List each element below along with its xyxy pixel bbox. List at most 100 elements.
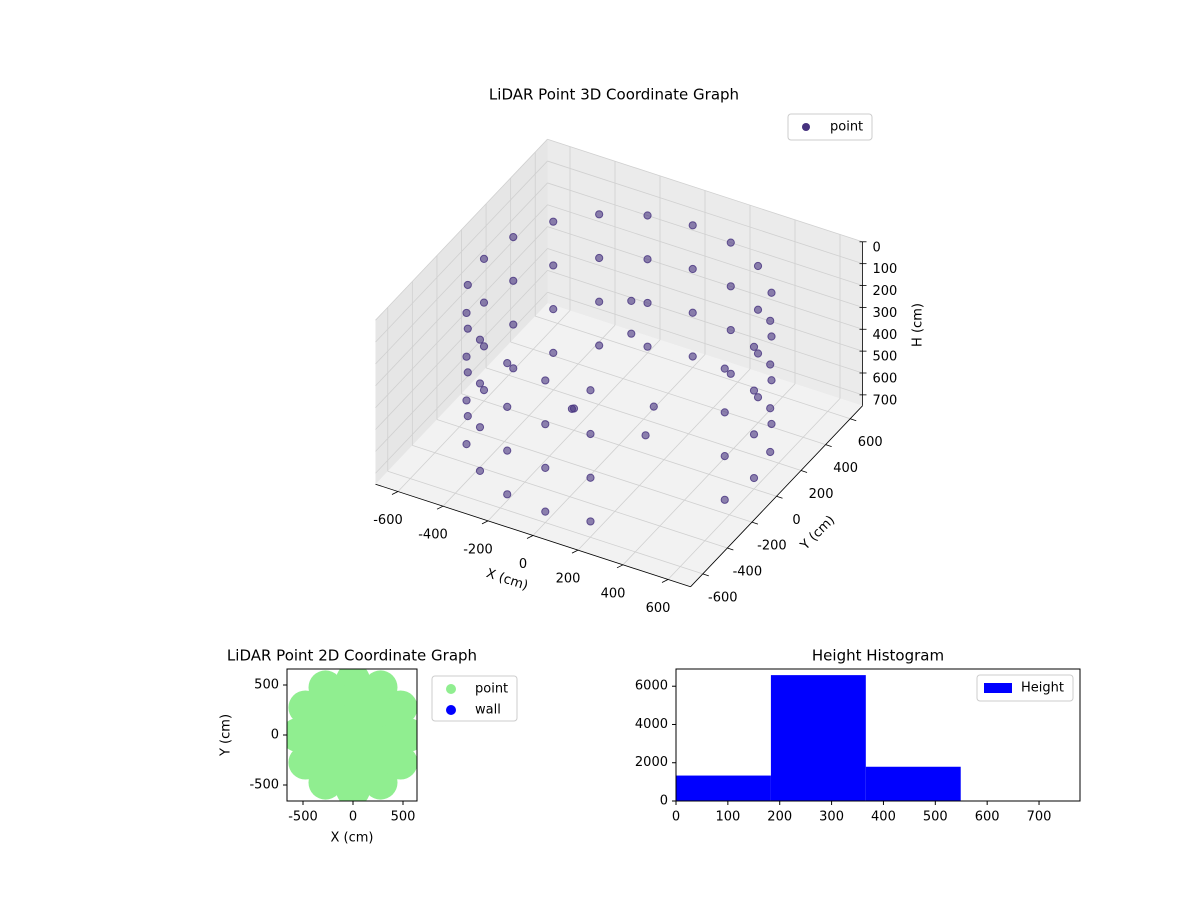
- point: [463, 280, 472, 290]
- point: [549, 217, 558, 226]
- legend-marker: [446, 705, 456, 715]
- point: [749, 430, 759, 439]
- y-tick-label: -500: [249, 778, 279, 793]
- point: [475, 466, 485, 476]
- point: [643, 255, 652, 264]
- point: [688, 264, 697, 274]
- point: [720, 408, 729, 417]
- chart-title: Height Histogram: [812, 647, 944, 665]
- axes-frame: [675, 668, 1081, 802]
- point: [509, 276, 518, 285]
- z-tick-label: 100: [873, 262, 898, 277]
- grid-line: [535, 315, 851, 420]
- grid-line: [547, 226, 863, 330]
- legend-marker: [802, 123, 810, 131]
- legend-box: [787, 113, 873, 141]
- x-tick-label: 100: [715, 810, 740, 825]
- tick-mark: [571, 549, 579, 554]
- point: [766, 360, 775, 369]
- point: [753, 349, 763, 358]
- point: [503, 446, 512, 455]
- point: [649, 402, 658, 411]
- legend-label: point: [475, 682, 508, 697]
- y-tick-label: 2000: [635, 755, 668, 770]
- grid-line: [436, 419, 753, 523]
- y-tick-label: 500: [254, 678, 279, 693]
- point: [766, 404, 775, 413]
- tick-mark: [850, 418, 857, 422]
- grid-line: [375, 182, 548, 365]
- x-tick-label: 400: [601, 586, 626, 601]
- point: [541, 376, 550, 385]
- z-tick-label: 0: [873, 240, 881, 255]
- x-tick-label: 0: [672, 810, 680, 825]
- point: [549, 305, 558, 314]
- z-tick-label: 500: [873, 350, 898, 365]
- point: [549, 261, 558, 270]
- grid-line: [461, 393, 777, 497]
- legend-box: [431, 675, 518, 722]
- point: [641, 431, 650, 440]
- point: [726, 369, 735, 378]
- x-tick-label: 200: [556, 572, 581, 587]
- point: [720, 364, 729, 373]
- grid-line: [375, 160, 548, 343]
- y-tick-label: 600: [858, 435, 883, 450]
- x-axis-line: [375, 483, 691, 588]
- y-tick-label: -400: [733, 565, 763, 580]
- point: [475, 423, 485, 432]
- grid-line: [547, 204, 863, 308]
- point: [549, 348, 558, 357]
- grid-line: [375, 248, 548, 430]
- point: [463, 412, 472, 421]
- grid-line: [375, 291, 548, 474]
- x-axis-label: X (cm): [331, 831, 374, 846]
- legend-box: [976, 674, 1074, 702]
- grid-line: [547, 182, 863, 286]
- x-tick-label: 600: [646, 601, 671, 616]
- x-tick-label: -200: [463, 542, 493, 557]
- tick-mark: [481, 520, 489, 525]
- grid-line: [485, 367, 802, 471]
- point: [509, 364, 518, 373]
- point: [767, 288, 776, 297]
- point: [463, 324, 472, 333]
- y-axis-label: Y (cm): [797, 513, 838, 554]
- bar: [770, 675, 866, 801]
- y-tick-label: 6000: [635, 679, 668, 694]
- x-tick-label: 400: [871, 810, 896, 825]
- point: [643, 342, 652, 351]
- x-tick-label: -400: [418, 528, 448, 543]
- x-tick-label: 0: [349, 810, 357, 825]
- x-tick-label: 200: [767, 810, 792, 825]
- point: [766, 316, 775, 325]
- plot-area: [287, 669, 417, 801]
- y-tick-label: 400: [833, 461, 858, 476]
- grid-line: [547, 270, 863, 374]
- point: [767, 332, 776, 341]
- point: [509, 233, 518, 242]
- x-tick-label: 300: [819, 810, 844, 825]
- point: [767, 376, 776, 385]
- point: [479, 254, 489, 263]
- point: [503, 359, 512, 368]
- point: [462, 308, 471, 318]
- x-tick-label: 0: [519, 557, 527, 572]
- point: [753, 393, 763, 402]
- bar: [865, 766, 961, 801]
- tick-mark: [727, 547, 734, 551]
- point: [462, 352, 471, 361]
- chart-title: LiDAR Point 2D Coordinate Graph: [227, 647, 477, 665]
- x-tick-label: 700: [1027, 810, 1052, 825]
- point: [586, 429, 595, 439]
- grid-line: [412, 445, 728, 549]
- tick-mark: [825, 444, 832, 447]
- point: [567, 404, 577, 413]
- point: [541, 420, 550, 429]
- y-tick-label: -200: [757, 539, 787, 554]
- point: [720, 495, 729, 504]
- x-tick-label: -500: [288, 810, 318, 825]
- point: [720, 451, 729, 461]
- point: [479, 385, 489, 395]
- grid-line: [547, 138, 863, 243]
